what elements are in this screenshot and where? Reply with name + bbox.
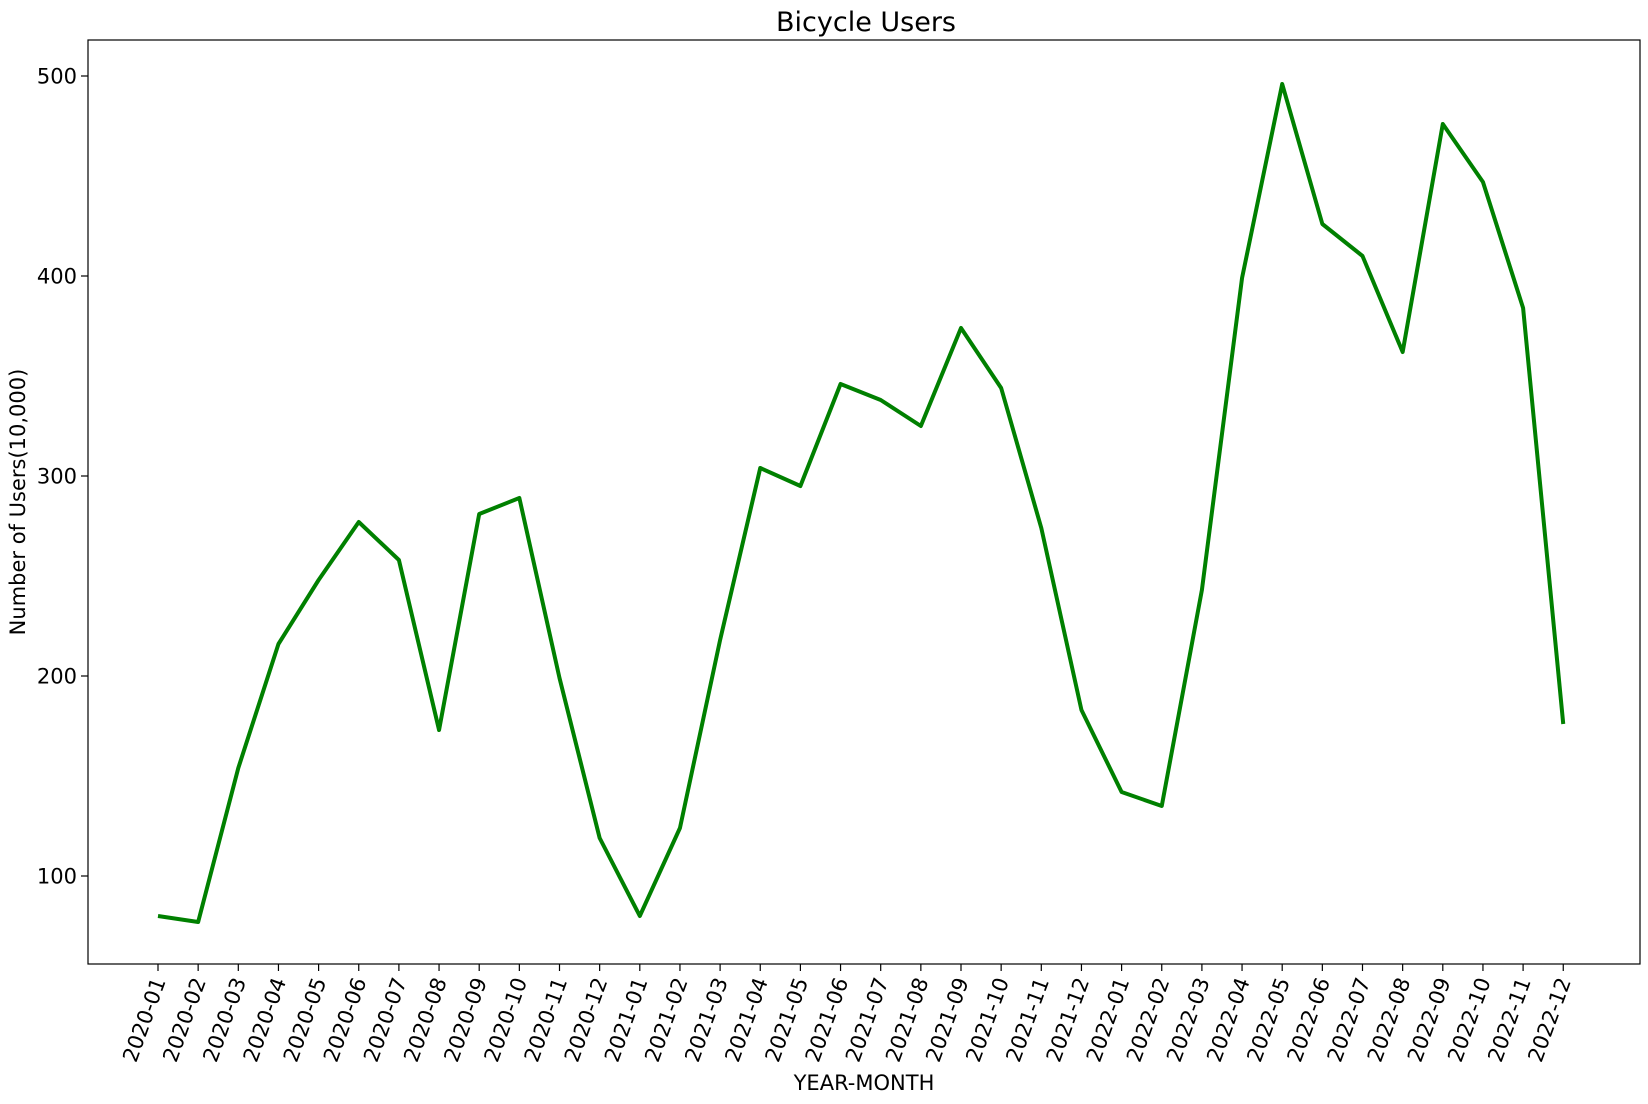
y-tick-label: 300 <box>37 465 77 489</box>
chart-title: Bicycle Users <box>776 7 956 38</box>
y-axis-label: Number of Users(10,000) <box>6 369 30 636</box>
y-tick-label: 200 <box>37 665 77 689</box>
y-axis: 100 200 300 400 500 <box>37 65 88 889</box>
plot-area <box>157 82 1566 924</box>
x-axis: 2020-012020-022020-032020-042020-052020-… <box>118 964 1576 1065</box>
y-tick-label: 100 <box>37 865 77 889</box>
plot-frame <box>87 39 1641 965</box>
y-tick-label: 400 <box>37 265 77 289</box>
y-tick-label: 500 <box>37 65 77 89</box>
x-axis-label: YEAR-MONTH <box>793 1071 935 1095</box>
series-line <box>157 82 1566 924</box>
